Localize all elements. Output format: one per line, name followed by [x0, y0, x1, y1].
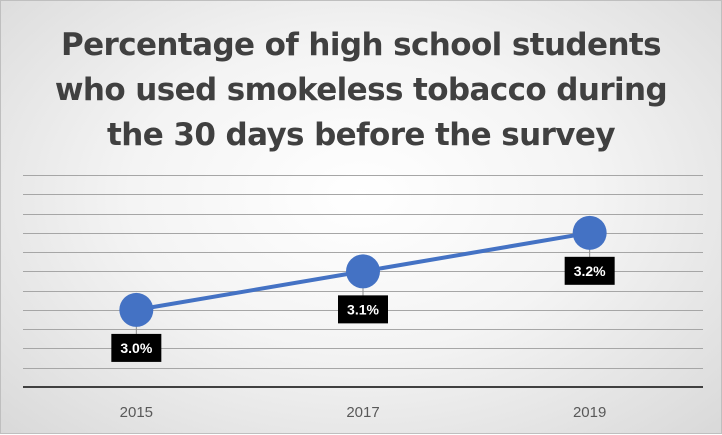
- chart-title-line-1: Percentage of high school students: [61, 27, 662, 63]
- series-line-layer: [119, 215, 607, 336]
- data-label-box: [338, 295, 388, 324]
- x-axis: 2015 2017 2019: [23, 386, 703, 421]
- data-labels: 3.0% 3.1% 3.2%: [111, 256, 615, 362]
- x-tick-label: 2015: [120, 404, 153, 421]
- data-point-marker: [346, 254, 380, 289]
- data-label-box: [564, 256, 615, 285]
- data-label: 3.0%: [120, 340, 152, 356]
- x-tick-label: 2019: [573, 404, 606, 421]
- chart-title-line-3: the 30 days before the survey: [107, 117, 616, 153]
- x-tick-label: 2017: [346, 404, 379, 421]
- data-point-marker: [119, 292, 154, 327]
- data-label: 3.2%: [574, 263, 606, 279]
- data-label: 3.1%: [347, 301, 379, 317]
- data-label-box: [111, 333, 162, 362]
- chart-title: Percentage of high school students who u…: [21, 23, 701, 158]
- data-point-marker: [572, 215, 607, 250]
- chart-title-line-2: who used smokeless tobacco during: [54, 72, 668, 108]
